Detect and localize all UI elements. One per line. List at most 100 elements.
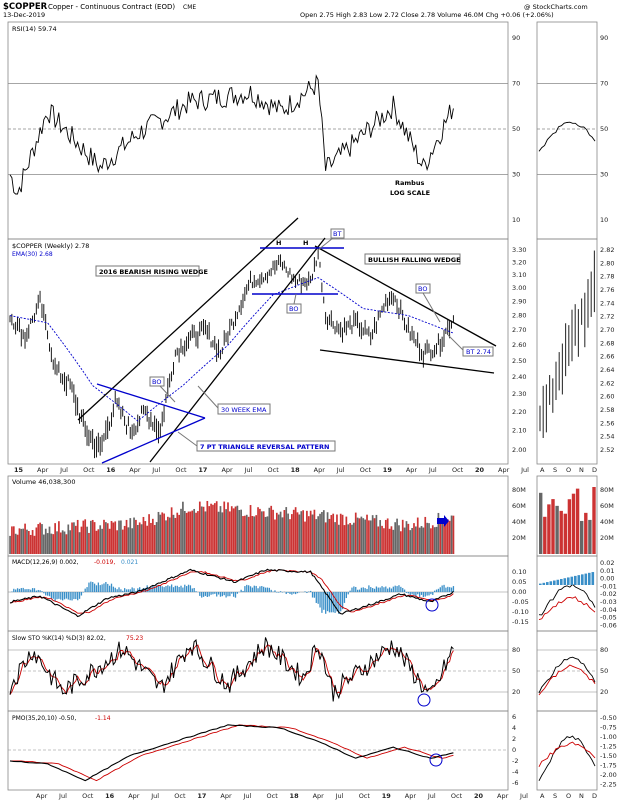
macd-line-right: [538, 583, 596, 616]
volume-bar: [144, 521, 147, 554]
volume-bar: [80, 526, 83, 554]
volume-bar: [366, 514, 368, 554]
macd-histogram-bar: [289, 592, 291, 595]
pmo-tick-label-right: -1.50: [600, 752, 617, 760]
price-x-label: Jul: [520, 466, 529, 474]
macd-histogram-bar: [291, 592, 293, 595]
volume-bar: [121, 529, 124, 554]
macd-histogram-bar: [103, 583, 105, 593]
macd-histogram-bar: [415, 592, 417, 598]
macd-histogram-bar: [308, 591, 310, 593]
price-x-label-right: S: [553, 466, 557, 474]
volume-bar: [383, 528, 385, 554]
volume-bar: [336, 514, 338, 554]
macd-histogram-bar: [236, 592, 239, 594]
macd-tick-label-right: -0.01: [600, 582, 617, 590]
macd-histogram-bar: [186, 586, 188, 593]
price-x-label: Oct: [268, 466, 280, 474]
volume-bar: [403, 527, 406, 554]
price-tick-label: 2.10: [512, 427, 526, 435]
rsi-note-log-scale: LOG SCALE: [390, 189, 430, 197]
volume-bar-right: [584, 512, 588, 554]
price-tick-label-right: 2.80: [600, 259, 614, 267]
macd-hist-legend: 0.021: [121, 559, 138, 566]
volume-bar: [185, 512, 188, 554]
macd-line: [9, 568, 454, 618]
macd-histogram-bar: [435, 589, 438, 593]
pmo-tick-label-right: -2.00: [600, 771, 617, 779]
volume-bar: [108, 528, 111, 554]
macd-histogram-bar: [268, 587, 270, 593]
macd-histogram-bar: [253, 585, 255, 593]
macd-histogram-bar: [135, 590, 137, 593]
macd-histogram-bar: [217, 592, 220, 595]
volume-bar: [14, 533, 17, 554]
macd-histogram-bar: [385, 586, 387, 593]
macd-histogram-bar: [326, 592, 329, 612]
volume-bar: [259, 508, 261, 554]
macd-histogram-bar: [242, 590, 244, 593]
macd-histogram-bar-right: [539, 583, 542, 585]
pmo-x-label: Jul: [58, 792, 67, 800]
volume-bar: [229, 511, 231, 554]
macd-histogram-bar: [84, 588, 86, 593]
pmo-x-label-right: O: [566, 792, 571, 800]
volume-bar: [118, 520, 120, 554]
macd-histogram-bar: [398, 585, 400, 593]
volume-bar: [358, 518, 361, 554]
volume-bar: [424, 516, 427, 554]
macd-histogram-bar-right: [577, 575, 581, 585]
macd-histogram-bar: [77, 592, 79, 601]
volume-bar: [398, 525, 400, 554]
volume-bar: [307, 516, 310, 554]
volume-bar: [27, 531, 30, 554]
volume-bar: [148, 514, 150, 554]
macd-histogram-bar: [443, 584, 445, 593]
volume-bar-right: [551, 499, 555, 554]
price-tick-label-right: 2.74: [600, 299, 614, 307]
macd-histogram-bar: [279, 591, 282, 593]
macd-histogram-bar: [199, 592, 201, 596]
volume-bar: [217, 511, 220, 554]
macd-histogram-bar: [139, 587, 141, 593]
volume-bar: [291, 514, 293, 554]
ema-legend: EMA(30) 2.68: [12, 251, 53, 258]
volume-bar: [304, 521, 306, 554]
volume-bar: [409, 530, 412, 554]
price-x-label: Apr: [129, 466, 141, 474]
macd-histogram-bar-right: [591, 572, 595, 585]
macd-histogram-bar: [353, 586, 355, 593]
volume-bar: [67, 524, 70, 554]
pmo-x-label: 16: [105, 792, 115, 800]
bo-label-1: BO: [152, 378, 161, 386]
macd-histogram-bar-right: [563, 578, 567, 585]
macd-histogram-bar: [409, 592, 411, 596]
volume-bar: [405, 521, 408, 554]
volume-bar: [193, 508, 196, 554]
macd-histogram-bar: [229, 592, 231, 597]
macd-histogram-bar: [396, 586, 398, 593]
volume-bar: [392, 529, 395, 554]
volume-bar: [413, 523, 415, 554]
macd-histogram-bar: [366, 588, 368, 593]
rsi-tick-label-right: 90: [600, 34, 608, 42]
price-x-label: Oct: [360, 466, 372, 474]
volume-bar: [268, 507, 271, 554]
volume-bar: [161, 512, 164, 554]
macd-tick-label: 0.10: [512, 568, 526, 576]
macd-histogram-bar: [142, 588, 145, 593]
volume-bar: [37, 524, 40, 554]
volume-bar: [112, 522, 115, 554]
price-tick-label: 2.00: [512, 446, 526, 454]
pmo-x-label: Oct: [267, 792, 279, 800]
macd-histogram-bar: [112, 586, 115, 593]
pmo-x-label: 17: [197, 792, 206, 800]
macd-histogram-bar: [80, 592, 83, 596]
volume-bar: [163, 513, 165, 554]
volume-bar: [283, 510, 286, 554]
macd-histogram-bar: [13, 588, 15, 593]
volume-bar: [212, 504, 214, 554]
macd-histogram-bar: [383, 587, 385, 593]
volume-bar: [151, 518, 154, 554]
volume-bar: [138, 522, 141, 554]
